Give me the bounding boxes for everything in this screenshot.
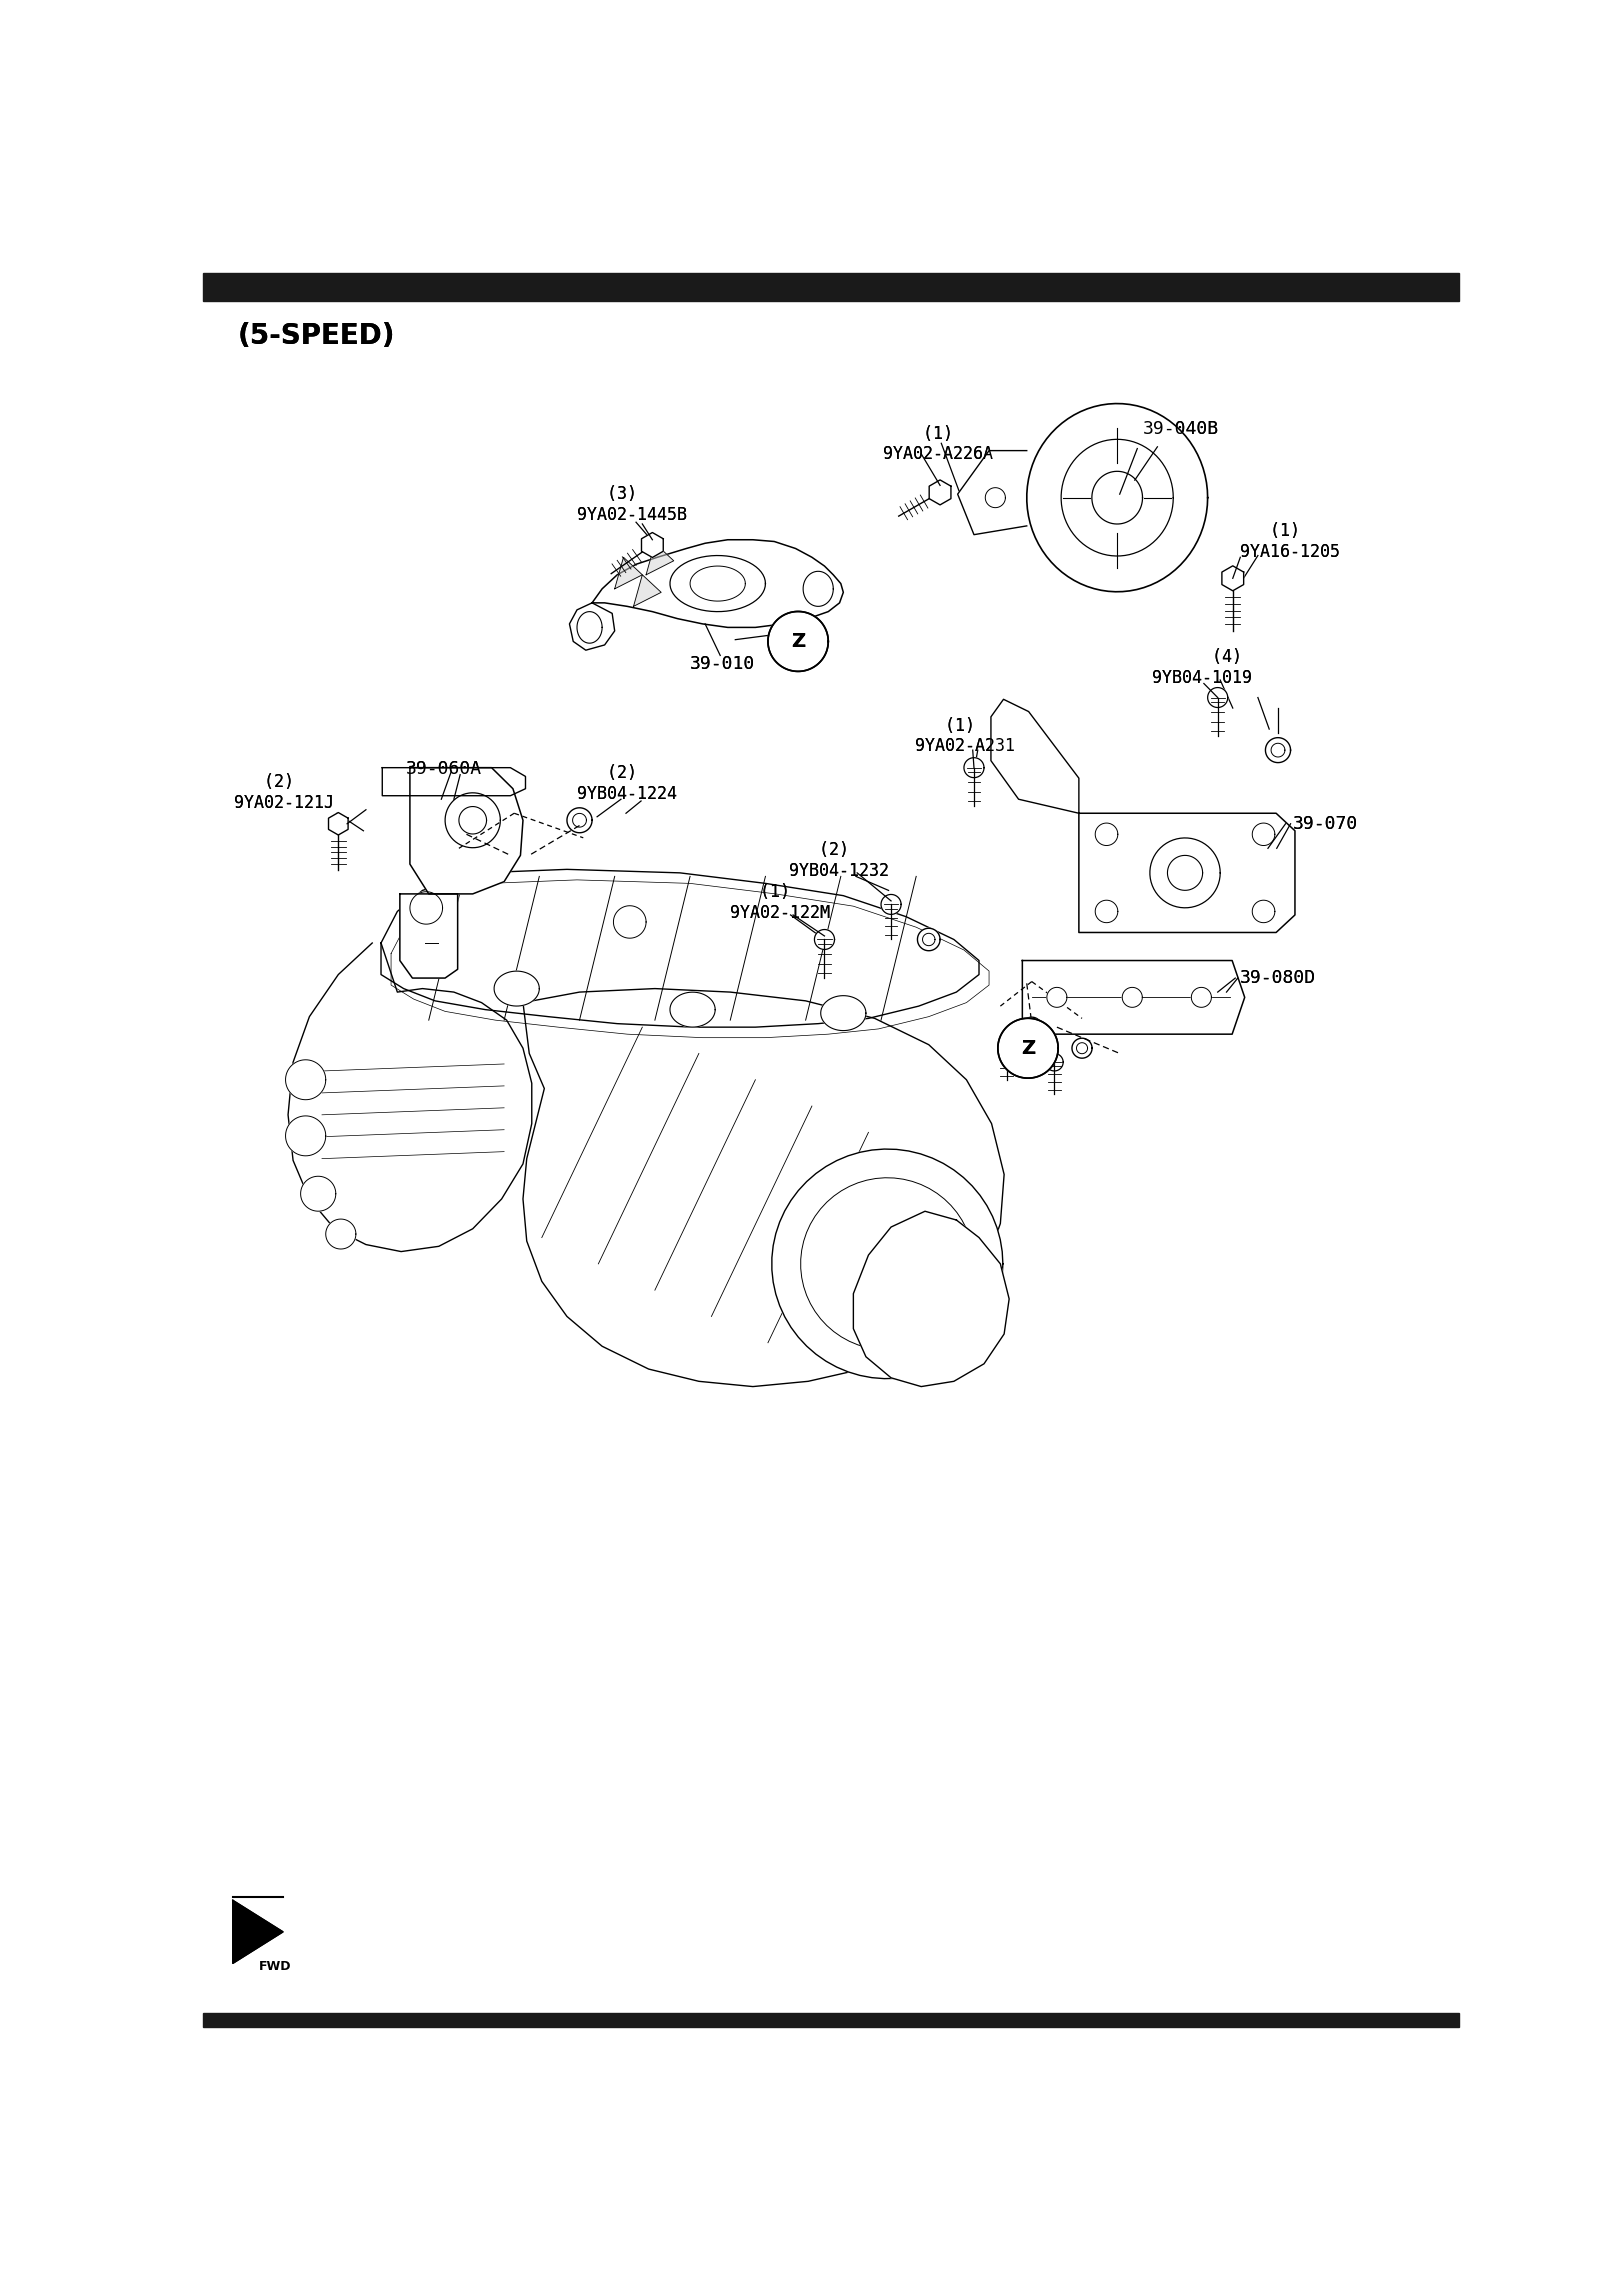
Text: (1)
9YA16-1205: (1) 9YA16-1205 [1240,521,1341,560]
Polygon shape [1208,688,1227,708]
Polygon shape [329,813,349,836]
Polygon shape [1080,813,1295,934]
Polygon shape [917,929,940,952]
Polygon shape [669,556,765,613]
Text: Z: Z [791,633,806,651]
Text: (2)
9YA02-121J: (2) 9YA02-121J [233,772,334,811]
Polygon shape [524,988,1003,1387]
Text: 39-080D: 39-080D [1240,970,1316,986]
Text: (1)
9YA02-A231: (1) 9YA02-A231 [914,717,1015,756]
Polygon shape [383,767,525,795]
Text: (1)
9YA02-A226A: (1) 9YA02-A226A [883,426,994,465]
Polygon shape [1071,1038,1093,1059]
Polygon shape [1023,961,1245,1034]
Bar [203,273,1459,301]
Text: (2)
9YB04-1224: (2) 9YB04-1224 [577,765,678,804]
Text: 39-040B: 39-040B [1143,419,1219,437]
Polygon shape [446,792,501,847]
Polygon shape [1026,403,1208,592]
Polygon shape [567,808,592,833]
Polygon shape [647,544,674,574]
Text: (2)
9YB04-1232: (2) 9YB04-1232 [789,840,890,879]
Polygon shape [768,613,828,672]
Polygon shape [592,540,843,628]
Text: (4)
9YB04-1019: (4) 9YB04-1019 [1153,649,1253,688]
Text: FWD: FWD [259,1960,292,1972]
Polygon shape [929,480,952,505]
Polygon shape [381,870,979,1027]
Polygon shape [1191,988,1211,1006]
Polygon shape [1122,988,1143,1006]
Polygon shape [1021,1018,1042,1036]
Polygon shape [285,1059,326,1100]
Text: (4)
9YB04-1019: (4) 9YB04-1019 [1153,649,1253,688]
Polygon shape [642,533,663,558]
Text: 39-080D: 39-080D [1240,970,1316,986]
Text: 39-060A: 39-060A [407,761,483,779]
Polygon shape [1046,1054,1063,1070]
Polygon shape [853,1211,1010,1387]
Polygon shape [494,970,540,1006]
Text: (1)
9YA02-A231: (1) 9YA02-A231 [914,717,1015,756]
Text: (3)
9YA02-1445B: (3) 9YA02-1445B [577,485,687,524]
Polygon shape [958,451,1026,535]
Polygon shape [990,699,1080,813]
Text: (1)
9YA02-122M: (1) 9YA02-122M [729,883,830,922]
Text: (1)
9YA02-A226A: (1) 9YA02-A226A [883,426,994,465]
Polygon shape [410,767,524,895]
Text: 39-010: 39-010 [691,656,755,674]
Polygon shape [285,1116,326,1157]
Polygon shape [1047,988,1067,1006]
Text: (2)
9YB04-1224: (2) 9YB04-1224 [577,765,678,804]
Text: 39-070: 39-070 [1294,815,1358,833]
Polygon shape [814,929,835,950]
Text: 39-040B: 39-040B [1143,419,1219,437]
Text: (5-SPEED): (5-SPEED) [238,323,396,351]
Polygon shape [233,1901,284,1963]
Text: (2)
9YB04-1232: (2) 9YB04-1232 [789,840,890,879]
Text: (5-SPEED): (5-SPEED) [238,323,396,351]
Text: (1)
9YA02-122M: (1) 9YA02-122M [729,883,830,922]
Text: (2)
9YA02-121J: (2) 9YA02-121J [233,772,334,811]
Polygon shape [410,893,443,924]
Text: (3)
9YA02-1445B: (3) 9YA02-1445B [577,485,687,524]
Polygon shape [1266,738,1290,763]
Text: 39-010: 39-010 [691,656,755,674]
Polygon shape [634,574,661,606]
Text: Z: Z [1021,1038,1036,1059]
Polygon shape [999,1018,1059,1077]
Polygon shape [300,1177,336,1211]
Polygon shape [1149,838,1221,909]
Polygon shape [326,1218,357,1250]
Polygon shape [669,993,715,1027]
Polygon shape [1222,565,1243,590]
Polygon shape [400,895,457,979]
Polygon shape [569,603,614,651]
Text: 39-070: 39-070 [1294,815,1358,833]
Text: Z: Z [1021,1038,1036,1059]
Polygon shape [820,995,866,1031]
Text: 39-060A: 39-060A [407,761,483,779]
Polygon shape [999,1041,1015,1057]
Polygon shape [289,943,532,1252]
Bar [203,2013,1459,2027]
Polygon shape [614,558,642,590]
Text: (1)
9YA16-1205: (1) 9YA16-1205 [1240,521,1341,560]
Polygon shape [772,1150,1003,1378]
Polygon shape [964,758,984,779]
Text: Z: Z [791,633,806,651]
Polygon shape [613,906,647,938]
Polygon shape [882,895,901,915]
